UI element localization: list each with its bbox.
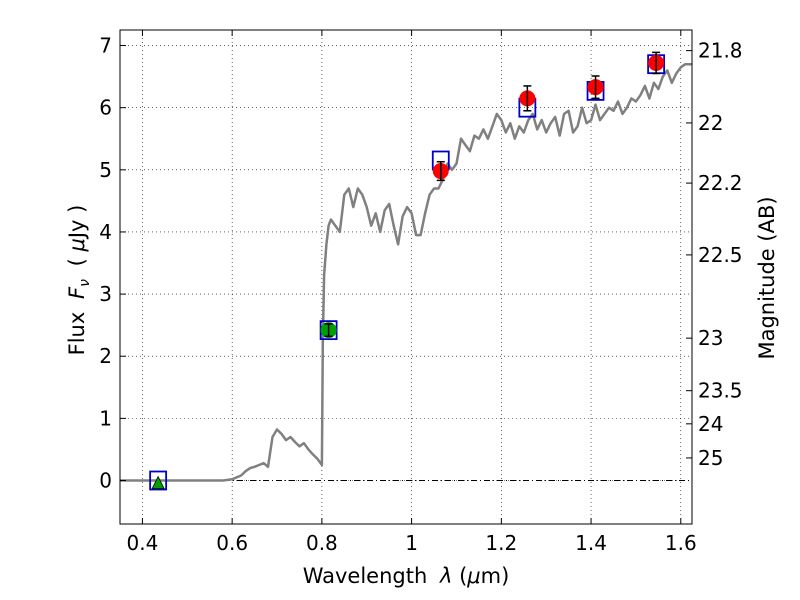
x-tick-label: 0.4 [127, 531, 159, 555]
y-axis-right: 21.8 22 22.2 22.5 23 23.5 24 25 [686, 39, 743, 470]
x-tick-label: 0.8 [306, 531, 338, 555]
model-sed-line [120, 62, 692, 482]
y-tick-label: 5 [99, 158, 112, 182]
x-axis-title: Wavelength λ (μm) [303, 564, 510, 588]
model-photometry-box [149, 470, 168, 491]
model-sed-layer [120, 62, 692, 482]
x-tick-label: 1 [405, 531, 418, 555]
x-axis: 0.4 0.6 0.8 1 1.2 1.4 1.6 [127, 30, 697, 555]
y-right-tick-label: 25 [698, 446, 723, 470]
y-tick-label: 7 [99, 34, 112, 58]
x-tick-label: 1.4 [575, 531, 607, 555]
y-right-tick-label: 23 [698, 326, 723, 350]
y-axis-right-title: Magnitude (AB) [755, 196, 779, 359]
y-right-tick-label: 23.5 [698, 379, 743, 403]
x-tick-label: 1.2 [485, 531, 517, 555]
x-tick-label: 0.6 [216, 531, 248, 555]
y-tick-label: 0 [99, 469, 112, 493]
grid-layer [120, 30, 692, 524]
y-tick-label: 2 [99, 344, 112, 368]
y-right-tick-label: 22 [698, 111, 723, 135]
y-axis-left: 0 1 2 3 4 5 6 7 [99, 34, 126, 493]
y-tick-label: 4 [99, 220, 112, 244]
plot-frame [119, 29, 693, 525]
y-axis-title: Flux Fν ( μJy ) [65, 205, 94, 356]
observed-upper-limit-triangle [151, 475, 165, 490]
y-tick-label: 1 [99, 406, 112, 430]
y-right-tick-label: 22.2 [698, 171, 743, 195]
y-right-tick-label: 21.8 [698, 39, 743, 63]
y-right-tick-label: 24 [698, 412, 723, 436]
observed-photometry-layer [151, 51, 665, 490]
x-tick-label: 1.6 [665, 531, 697, 555]
y-right-tick-label: 22.5 [698, 243, 743, 267]
y-tick-label: 6 [99, 96, 112, 120]
y-tick-label: 3 [99, 282, 112, 306]
